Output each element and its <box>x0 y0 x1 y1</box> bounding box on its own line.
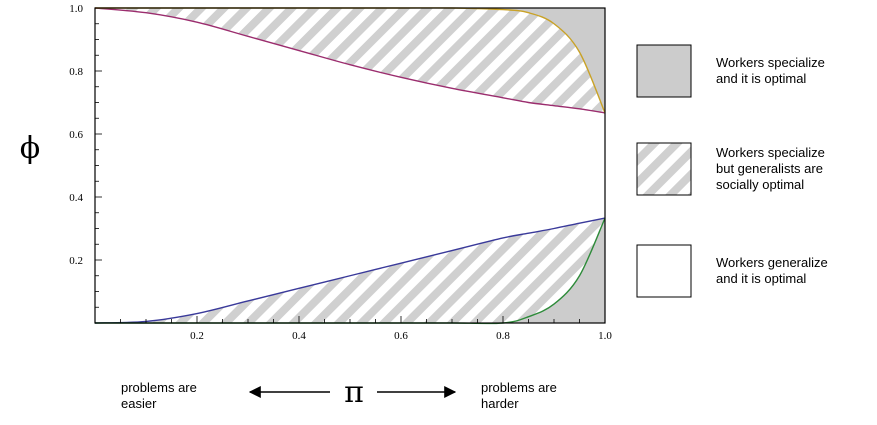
y-tick-label: 0.4 <box>69 192 83 204</box>
tick-label-layer: 0.2 0.4 0.6 0.8 1.0 0.2 0.4 0.6 0.8 1.0 <box>69 3 612 342</box>
region-specialize-optimal-bottom <box>95 218 605 324</box>
annotation-left-line: easier <box>121 396 157 411</box>
annotation-right-line: problems are <box>481 380 557 395</box>
annotation-right-line: harder <box>481 396 519 411</box>
legend-label: Workers generalize <box>716 255 828 270</box>
legend-swatch <box>636 44 692 98</box>
y-tick-label: 0.2 <box>69 255 83 267</box>
legend-label: socially optimal <box>716 177 804 192</box>
x-tick-label: 0.4 <box>292 330 306 342</box>
y-tick-label: 0.8 <box>69 66 83 78</box>
x-tick-label: 0.6 <box>394 330 408 342</box>
annotation-easier: problems are easier <box>121 380 197 411</box>
x-tick-label: 0.8 <box>496 330 510 342</box>
x-tick-label: 1.0 <box>598 330 612 342</box>
legend-label: and it is optimal <box>716 271 806 286</box>
legend-swatch <box>636 244 692 298</box>
legend-label: Workers specialize <box>716 55 825 70</box>
series-line-lower-threshold <box>94 217 606 324</box>
y-axis-label: ϕ <box>20 131 40 166</box>
x-axis-label: π <box>344 375 364 410</box>
series-line-upper-threshold <box>94 7 606 114</box>
annotation-left-line: problems are <box>121 380 197 395</box>
y-tick-label: 0.6 <box>69 129 83 141</box>
x-axis-annotation: problems are easier π problems are harder <box>121 375 557 411</box>
region-specialize-optimal-top <box>95 7 605 113</box>
legend-label: and it is optimal <box>716 71 806 86</box>
annotation-harder: problems are harder <box>481 380 557 411</box>
region-specialize-suboptimal-top <box>95 7 605 113</box>
x-tick-label: 0.2 <box>190 330 204 342</box>
tick-layer <box>94 7 606 324</box>
legend-label: Workers specialize <box>716 145 825 160</box>
legend-swatch <box>636 142 692 196</box>
y-tick-label: 1.0 <box>69 3 83 15</box>
legend-label: but generalists are <box>716 161 823 176</box>
